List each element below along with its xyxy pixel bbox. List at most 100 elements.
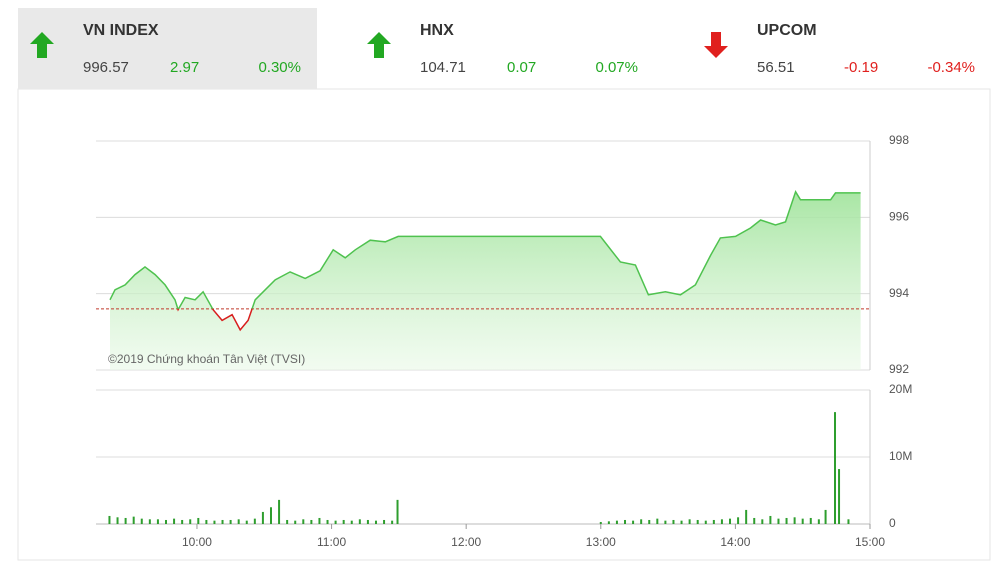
volume-bar [108,515,111,524]
volume-bar [164,519,167,524]
volume-bar [213,520,216,524]
volume-bar [391,520,394,524]
volume-bar [801,518,804,524]
x-tick-label: 13:00 [586,535,616,549]
y-tick-label: 992 [889,362,909,376]
volume-bar [197,517,200,524]
index-value: 104.71 [420,59,466,76]
volume-bar [269,507,272,524]
volume-bar [648,519,651,524]
volume-bar [116,517,119,524]
volume-bar [350,520,353,524]
index-tile[interactable]: VN INDEX 996.57 2.97 0.30% [18,8,317,89]
volume-bar [696,519,699,524]
volume-bar [181,519,184,524]
charts: 998 996 994 992 20M 10M 0 10:00 11:00 12:00 13:00 1… [96,133,912,549]
volume-bar [229,519,232,524]
direction-arrow [704,32,728,58]
tile-bg [18,8,317,89]
index-name: UPCOM [757,22,817,39]
volume-bar [286,519,289,524]
volume-bar [294,520,297,524]
volume-bar [358,519,361,524]
volume-bar [318,517,321,524]
index-percent: -0.34% [927,59,975,76]
volume-bar [615,520,618,524]
volume-bar [664,520,667,524]
volume-bar [680,520,683,524]
volume-bar [777,518,780,524]
volume-bar [221,519,224,524]
direction-arrow [367,32,391,58]
volume-bar [769,515,772,524]
volume-bar [374,520,377,524]
price-line-up [109,190,861,309]
volume-bar [132,516,135,524]
volume-bar [712,519,715,524]
index-tiles: VN INDEX 996.57 2.97 0.30% HNX 104.71 0.07 0.07… [18,8,975,89]
volume-bar [704,520,707,524]
volume-bar [817,519,820,524]
volume-bar [342,519,345,524]
volume-bar [729,518,732,524]
volume-bar [624,519,627,524]
chart-bar: 20M 10M 0 10:00 11:00 12:00 13:00 14:00 15:00 [96,382,912,549]
volume-bar [809,517,812,524]
volume-bar [173,518,176,524]
volume-bar [156,519,159,524]
volume-bar [140,518,143,524]
volume-bar [383,519,386,524]
volume-bar [793,517,796,524]
y-tick-label: 998 [889,133,909,147]
index-value: 56.51 [757,59,795,76]
index-tile[interactable]: UPCOM 56.51 -0.19 -0.34% [704,22,975,76]
volume-bar [745,509,748,524]
volume-bar [847,519,850,524]
y-tick-label: 10M [889,449,912,463]
x-tick-label: 15:00 [855,535,885,549]
index-percent: 0.30% [258,59,301,76]
volume-bar [720,519,723,524]
volume-bar [124,517,127,524]
volume-bar [205,519,208,524]
volume-bar [640,519,643,524]
volume-bar [253,518,256,524]
chart-area: 998 996 994 992 [96,133,909,376]
volume-bar [334,520,337,524]
volume-bar [632,520,635,524]
index-tile[interactable]: HNX 104.71 0.07 0.07% [367,22,638,76]
x-tick-label: 10:00 [182,535,212,549]
volume-bar [834,412,837,524]
volume-bar [761,519,764,524]
volume-bar [261,511,264,524]
volume-bar [838,469,841,524]
volume-bar [148,519,151,524]
volume-bar [753,517,756,524]
volume-bar [237,519,240,524]
volume-bar [656,518,659,524]
volume-bar [599,521,602,524]
index-change: 2.97 [170,59,199,76]
x-tick-label: 14:00 [720,535,750,549]
index-change: -0.19 [844,59,878,76]
volume-bar [245,520,248,524]
volume-bar [366,519,369,524]
volume-bar [688,519,691,524]
price-area [110,191,861,370]
volume-bar [785,517,788,524]
volume-bar [396,499,399,524]
watermark: ©2019 Chứng khoán Tân Việt (TVSI) [108,352,305,366]
index-change: 0.07 [507,59,536,76]
x-tick-label: 12:00 [451,535,481,549]
y-tick-label: 0 [889,516,896,530]
volume-bar [824,509,827,524]
volume-bar [607,521,610,524]
price-line-down [177,308,253,332]
index-value: 996.57 [83,59,129,76]
volume-bar [326,519,329,524]
volume-bar [302,519,305,524]
y-tick-label: 20M [889,382,912,396]
y-tick-label: 994 [889,286,909,300]
volume-bar [278,499,281,524]
